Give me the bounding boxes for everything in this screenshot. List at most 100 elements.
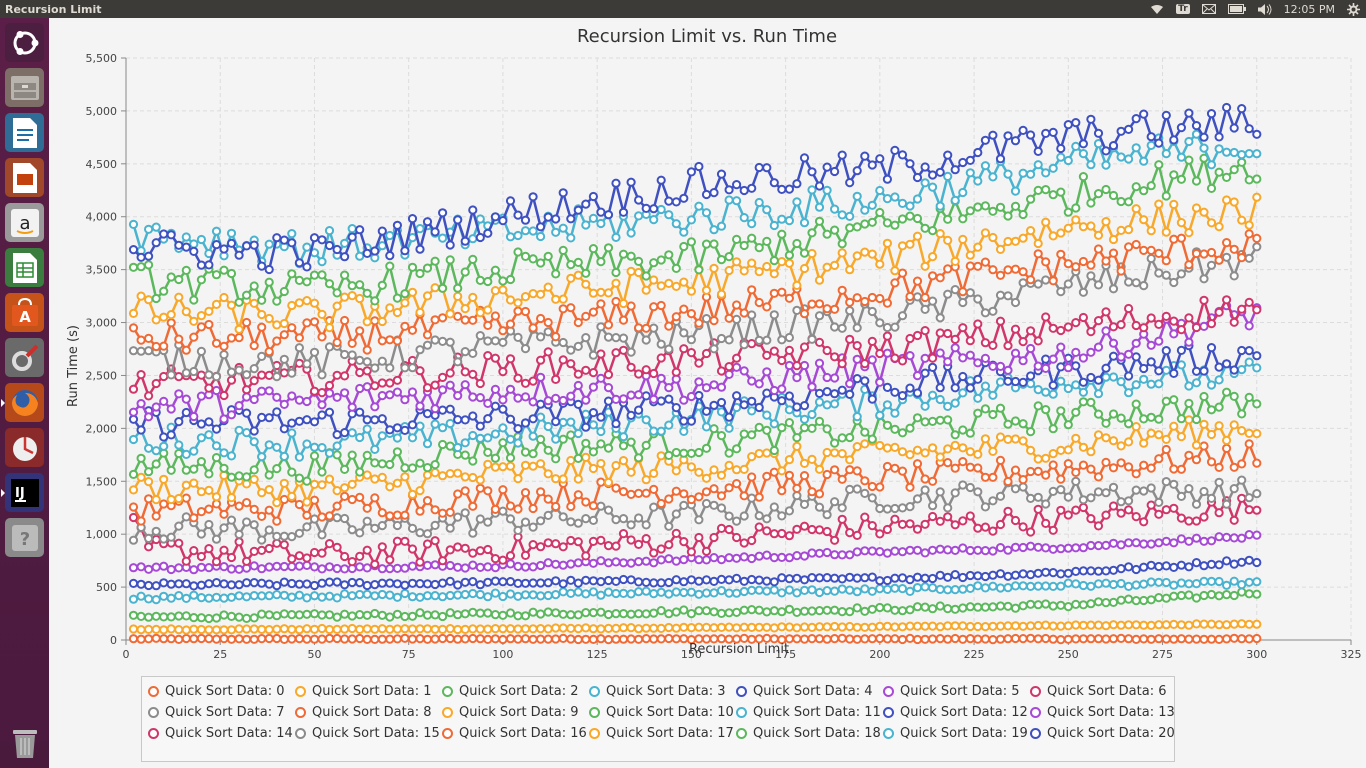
data-point: [724, 185, 734, 195]
data-point: [1206, 247, 1217, 258]
data-point: [1131, 352, 1141, 362]
data-point: [1086, 464, 1096, 474]
legend-item[interactable]: Quick Sort Data: 0: [142, 681, 289, 702]
data-point: [769, 553, 779, 563]
data-point: [1048, 581, 1058, 592]
data-point: [415, 345, 425, 355]
keyboard-layout-indicator[interactable]: Tr: [1176, 4, 1190, 14]
data-point: [279, 368, 289, 378]
data-point: [1026, 371, 1036, 381]
data-point: [144, 634, 154, 644]
data-point: [196, 593, 206, 603]
data-point: [475, 232, 485, 243]
data-point: [822, 424, 832, 434]
impress-button[interactable]: [5, 158, 44, 197]
data-point: [347, 591, 357, 601]
system-settings-button[interactable]: [5, 338, 44, 377]
legend-item[interactable]: Quick Sort Data: 1: [289, 681, 436, 702]
data-point: [347, 557, 357, 567]
data-point: [264, 264, 274, 275]
data-point: [257, 295, 267, 305]
data-point: [362, 357, 372, 367]
ubuntu-dash-button[interactable]: [5, 23, 44, 62]
data-point: [385, 230, 395, 241]
legend-item[interactable]: Quick Sort Data: 6: [1024, 681, 1171, 702]
legend-item[interactable]: Quick Sort Data: 19: [877, 723, 1028, 744]
data-point: [1176, 152, 1187, 162]
data-point: [912, 545, 923, 555]
data-point: [1018, 621, 1028, 631]
data-point: [520, 590, 531, 600]
data-point: [686, 587, 697, 597]
amazon-button[interactable]: a: [5, 203, 44, 242]
legend-item[interactable]: Quick Sort Data: 9: [436, 702, 583, 723]
software-center-button[interactable]: A: [5, 293, 44, 332]
data-point: [1222, 556, 1232, 566]
legend-item[interactable]: Quick Sort Data: 11: [730, 702, 881, 723]
data-point: [226, 375, 237, 385]
data-point: [588, 307, 599, 317]
legend-item[interactable]: Quick Sort Data: 20: [1024, 723, 1175, 744]
data-point: [724, 524, 734, 535]
x-tick-label: 100: [492, 648, 513, 661]
update-manager-button[interactable]: [5, 428, 44, 467]
legend-item[interactable]: Quick Sort Data: 7: [142, 702, 289, 723]
files-button[interactable]: [5, 68, 44, 107]
data-point: [830, 465, 840, 475]
data-point: [189, 565, 199, 575]
wifi-icon[interactable]: [1150, 4, 1164, 15]
legend-item[interactable]: Quick Sort Data: 8: [289, 702, 436, 723]
data-point: [219, 244, 229, 254]
data-point: [732, 553, 742, 563]
data-point: [875, 154, 885, 164]
data-point: [845, 484, 855, 494]
data-point: [980, 472, 991, 482]
data-point: [1078, 287, 1089, 297]
legend-item[interactable]: Quick Sort Data: 4: [730, 681, 877, 702]
data-point: [189, 332, 199, 342]
data-point: [1124, 371, 1134, 381]
data-point: [1184, 484, 1194, 494]
data-point: [264, 347, 274, 357]
trash-button[interactable]: [5, 723, 44, 762]
data-point: [543, 469, 553, 479]
legend-item[interactable]: Quick Sort Data: 13: [1024, 702, 1175, 723]
legend-item[interactable]: Quick Sort Data: 2: [436, 681, 583, 702]
firefox-button[interactable]: [1, 383, 44, 422]
legend-item[interactable]: Quick Sort Data: 18: [730, 723, 881, 744]
data-point: [950, 545, 960, 556]
clock[interactable]: 12:05 PM: [1283, 2, 1335, 16]
data-point: [882, 322, 893, 333]
legend-item[interactable]: Quick Sort Data: 16: [436, 723, 587, 744]
legend-label: Quick Sort Data: 14: [165, 726, 293, 741]
data-point: [415, 486, 425, 496]
data-point: [279, 531, 289, 541]
data-point: [166, 404, 176, 414]
intellij-button[interactable]: IJ: [1, 473, 44, 512]
legend-item[interactable]: Quick Sort Data: 15: [289, 723, 440, 744]
data-point: [1252, 577, 1262, 587]
data-point: [1071, 579, 1081, 589]
writer-button[interactable]: [5, 113, 44, 152]
legend-item[interactable]: Quick Sort Data: 12: [877, 702, 1028, 723]
legend-item[interactable]: Quick Sort Data: 10: [583, 702, 734, 723]
session-gear-icon[interactable]: [1347, 2, 1360, 16]
data-point: [370, 381, 380, 391]
help-button[interactable]: ?: [5, 518, 44, 557]
legend-item[interactable]: Quick Sort Data: 14: [142, 723, 293, 744]
volume-icon[interactable]: [1257, 3, 1272, 15]
legend-item[interactable]: Quick Sort Data: 5: [877, 681, 1024, 702]
data-point: [679, 416, 689, 426]
battery-icon[interactable]: [1227, 4, 1246, 14]
data-point: [1026, 621, 1036, 631]
data-point: [1056, 249, 1066, 259]
mail-icon[interactable]: [1201, 4, 1216, 14]
data-point: [1244, 220, 1254, 230]
data-point: [340, 483, 350, 493]
calc-button[interactable]: [5, 248, 44, 287]
data-point: [732, 516, 742, 526]
legend-item[interactable]: Quick Sort Data: 17: [583, 723, 734, 744]
legend-item[interactable]: Quick Sort Data: 3: [583, 681, 730, 702]
data-point: [196, 260, 206, 270]
data-point: [1229, 633, 1239, 643]
